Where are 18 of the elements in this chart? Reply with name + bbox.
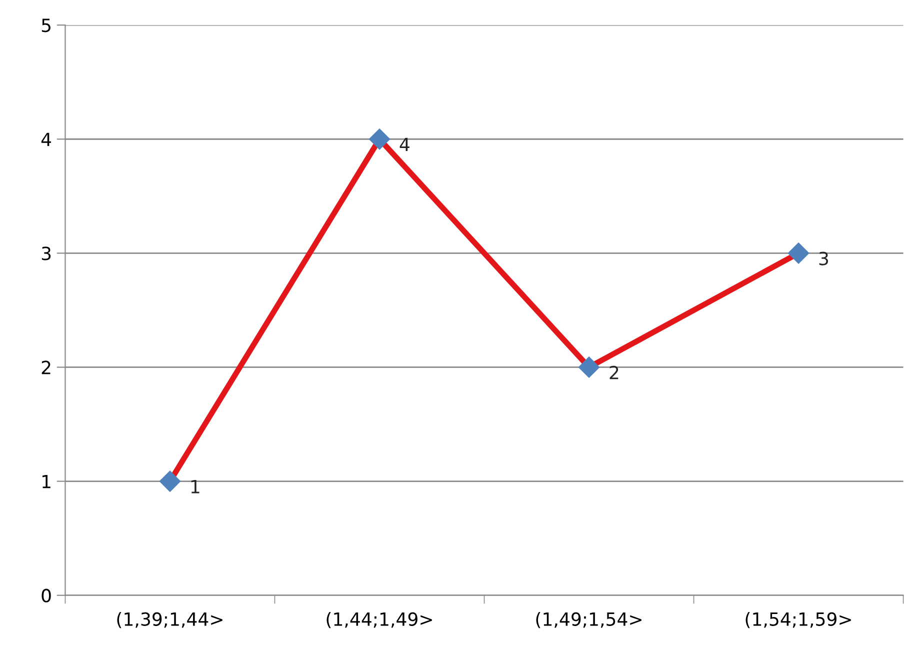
- data-label: 1: [191, 480, 200, 494]
- data-label: 2: [610, 366, 618, 380]
- y-tick-label: 3: [42, 246, 51, 260]
- x-tick-label: (1,54;1,59>: [746, 612, 851, 628]
- y-tick-label: 5: [42, 18, 50, 32]
- data-label: 4: [400, 138, 410, 152]
- y-tick-label: 2: [42, 360, 50, 374]
- point: [578, 356, 600, 378]
- data-label: 3: [819, 252, 828, 266]
- point: [368, 128, 390, 150]
- x-tick-label: (1,44;1,49>: [326, 612, 432, 628]
- point: [788, 242, 810, 264]
- y-tick-label: 4: [41, 132, 52, 146]
- x-tick-label: (1,39;1,44>: [117, 612, 222, 628]
- x-tick-label: (1,49;1,54>: [536, 612, 642, 628]
- point: [159, 470, 181, 492]
- y-tick-label: 0: [42, 588, 51, 602]
- y-tick-label: 1: [42, 474, 50, 488]
